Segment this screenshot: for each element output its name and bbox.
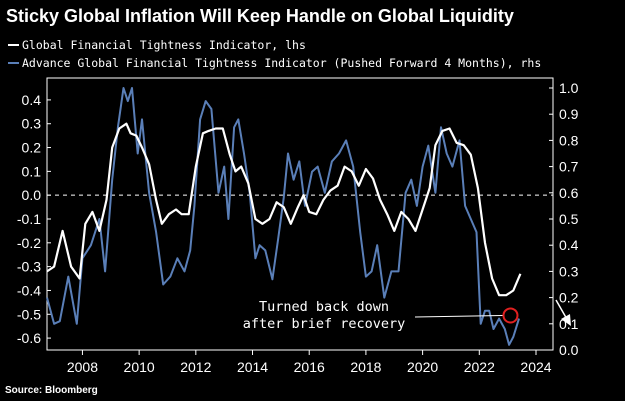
right-axis-tick-label: 0.7	[559, 159, 579, 175]
left-axis-tick-label: 0.4	[22, 92, 42, 108]
right-axis-tick-label: 0.9	[559, 106, 579, 122]
right-axis-tick-label: 0.5	[559, 211, 579, 227]
source-note: Source: Bloomberg	[5, 385, 98, 396]
left-axis-tick-label: 0.1	[22, 163, 42, 179]
annotation-leader-line	[414, 314, 503, 318]
right-axis-tick-label: 0.6	[559, 185, 579, 201]
annotation-text-line: after brief recovery	[243, 316, 406, 332]
plot-area: 0.4 0.3 0.2 0.1 0.0 -0.1 -0.2 -0.3 -0.4 -0.5 -0.6 1…	[17, 77, 579, 375]
x-axis-tick-label: 2016	[294, 359, 325, 375]
left-axis-tick-label: -0.1	[17, 211, 41, 227]
right-axis-tick-label: 0.2	[559, 290, 579, 306]
left-axis-tick-label: -0.5	[17, 306, 41, 322]
legend: Global Financial Tightness Indicator, lh…	[8, 38, 541, 70]
chart-title: Sticky Global Inflation Will Keep Handle…	[6, 6, 514, 26]
left-axis-tick-label: -0.6	[17, 330, 41, 346]
left-axis-tick-label: -0.2	[17, 235, 41, 251]
series-line-2	[46, 87, 520, 346]
annotation-circle-marker	[502, 307, 519, 324]
left-axis-tick-label: 0.3	[22, 116, 42, 132]
left-axis-tick-label: -0.4	[17, 282, 41, 298]
legend-label-series-1: Global Financial Tightness Indicator, lh…	[22, 38, 306, 52]
x-axis-tick-label: 2010	[124, 359, 155, 375]
right-axis-tick-label: 0.8	[559, 132, 579, 148]
x-axis-tick-label: 2024	[520, 359, 551, 375]
x-axis-tick-label: 2012	[180, 359, 211, 375]
right-axis-tick-label: 0.3	[559, 263, 579, 279]
annotation-text-line: Turned back down	[259, 299, 389, 315]
x-axis-tick-label: 2020	[407, 359, 438, 375]
right-axis-tick-label: 1.0	[559, 80, 579, 96]
right-axis-tick-label: 0.0	[559, 342, 579, 358]
annotation-arrow-head	[561, 314, 571, 326]
series-line-1	[46, 122, 522, 297]
x-axis-tick-label: 2008	[67, 359, 98, 375]
left-axis-tick-label: 0.2	[22, 140, 42, 156]
left-axis-tick-label: -0.3	[17, 259, 41, 275]
legend-label-series-2: Advance Global Financial Tightness Indic…	[22, 56, 541, 70]
x-axis-tick-label: 2022	[464, 359, 495, 375]
left-axis-tick-label: 0.0	[22, 187, 42, 203]
plot-frame	[46, 77, 554, 351]
x-axis-tick-label: 2018	[350, 359, 381, 375]
right-axis-tick-label: 0.4	[559, 237, 579, 253]
x-axis-tick-label: 2014	[237, 359, 268, 375]
